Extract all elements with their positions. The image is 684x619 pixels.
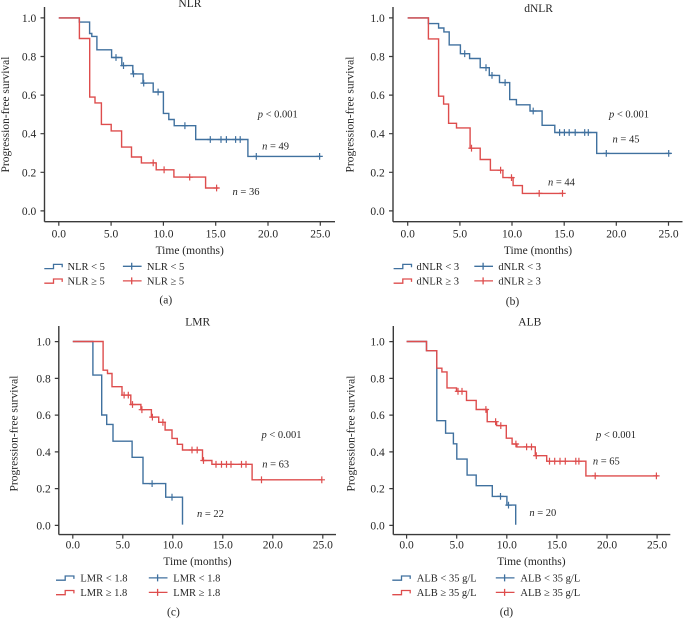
svg-text:ALB ≥ 35 g/L: ALB ≥ 35 g/L bbox=[417, 588, 477, 599]
svg-text:n = 44: n = 44 bbox=[548, 178, 576, 189]
svg-text:(c): (c) bbox=[167, 606, 180, 618]
svg-text:20.0: 20.0 bbox=[263, 540, 283, 552]
svg-text:Time (months): Time (months) bbox=[504, 245, 572, 257]
svg-text:15.0: 15.0 bbox=[206, 229, 226, 241]
svg-text:dNLR: dNLR bbox=[524, 3, 553, 15]
svg-text:5.0: 5.0 bbox=[116, 540, 131, 552]
svg-text:p < 0.001: p < 0.001 bbox=[608, 110, 649, 121]
svg-text:p < 0.001: p < 0.001 bbox=[260, 430, 301, 441]
svg-text:LMR < 1.8: LMR < 1.8 bbox=[173, 574, 220, 585]
svg-text:0.4: 0.4 bbox=[22, 129, 37, 141]
svg-text:(a): (a) bbox=[159, 294, 172, 306]
svg-text:n = 45: n = 45 bbox=[613, 134, 640, 145]
svg-text:10.0: 10.0 bbox=[153, 229, 173, 241]
svg-text:n = 63: n = 63 bbox=[262, 460, 289, 471]
svg-text:0.8: 0.8 bbox=[36, 373, 51, 385]
svg-text:1.0: 1.0 bbox=[36, 337, 51, 349]
svg-text:Progression-free survival: Progression-free survival bbox=[9, 376, 21, 492]
svg-text:20.0: 20.0 bbox=[258, 229, 278, 241]
svg-text:Progression-free survival: Progression-free survival bbox=[0, 57, 12, 173]
svg-text:NLR: NLR bbox=[178, 0, 201, 10]
svg-text:dNLR < 3: dNLR < 3 bbox=[498, 262, 541, 273]
svg-text:ALB ≥ 35 g/L: ALB ≥ 35 g/L bbox=[520, 588, 580, 599]
svg-text:Progression-free survival: Progression-free survival bbox=[345, 57, 357, 173]
svg-text:0.4: 0.4 bbox=[36, 447, 51, 459]
svg-text:0.0: 0.0 bbox=[22, 206, 37, 218]
svg-text:p < 0.001: p < 0.001 bbox=[595, 430, 636, 441]
svg-text:0.0: 0.0 bbox=[36, 520, 51, 532]
svg-text:(b): (b) bbox=[506, 296, 520, 308]
svg-text:0.8: 0.8 bbox=[370, 373, 385, 385]
svg-text:0.8: 0.8 bbox=[370, 52, 385, 64]
svg-text:1.0: 1.0 bbox=[370, 13, 385, 25]
svg-text:20.0: 20.0 bbox=[597, 540, 617, 552]
svg-text:15.0: 15.0 bbox=[547, 540, 567, 552]
svg-text:n = 22: n = 22 bbox=[197, 509, 224, 520]
svg-text:(d): (d) bbox=[500, 606, 514, 618]
svg-text:Time (months): Time (months) bbox=[156, 245, 224, 257]
svg-text:0.6: 0.6 bbox=[370, 90, 385, 102]
svg-text:5.0: 5.0 bbox=[453, 229, 468, 241]
svg-text:0.0: 0.0 bbox=[370, 520, 385, 532]
svg-text:LMR ≥ 1.8: LMR ≥ 1.8 bbox=[173, 588, 220, 599]
svg-text:0.6: 0.6 bbox=[370, 410, 385, 422]
svg-text:0.0: 0.0 bbox=[370, 206, 385, 218]
svg-text:Progression-free survival: Progression-free survival bbox=[346, 376, 358, 492]
svg-text:5.0: 5.0 bbox=[104, 229, 119, 241]
svg-text:0.2: 0.2 bbox=[370, 167, 385, 179]
svg-text:LMR ≥ 1.8: LMR ≥ 1.8 bbox=[80, 588, 127, 599]
svg-text:15.0: 15.0 bbox=[554, 229, 574, 241]
svg-text:NLR < 5: NLR < 5 bbox=[147, 262, 184, 273]
svg-text:5.0: 5.0 bbox=[450, 540, 465, 552]
svg-text:dNLR ≥ 3: dNLR ≥ 3 bbox=[498, 277, 541, 288]
svg-text:0.8: 0.8 bbox=[22, 52, 37, 64]
svg-text:15.0: 15.0 bbox=[213, 540, 233, 552]
svg-text:Time (months): Time (months) bbox=[497, 556, 565, 568]
svg-text:dNLR < 3: dNLR < 3 bbox=[417, 262, 460, 273]
svg-text:1.0: 1.0 bbox=[370, 337, 385, 349]
svg-text:0.6: 0.6 bbox=[22, 90, 37, 102]
svg-text:0.0: 0.0 bbox=[401, 229, 416, 241]
svg-text:n = 49: n = 49 bbox=[262, 142, 289, 153]
svg-text:ALB < 35 g/L: ALB < 35 g/L bbox=[417, 574, 477, 585]
svg-text:1.0: 1.0 bbox=[22, 13, 37, 25]
svg-text:25.0: 25.0 bbox=[647, 540, 667, 552]
svg-text:0.4: 0.4 bbox=[370, 447, 385, 459]
svg-text:NLR ≥ 5: NLR ≥ 5 bbox=[68, 277, 105, 288]
svg-text:0.2: 0.2 bbox=[370, 484, 385, 496]
svg-text:0.2: 0.2 bbox=[36, 484, 51, 496]
svg-text:ALB < 35 g/L: ALB < 35 g/L bbox=[520, 574, 580, 585]
svg-text:0.0: 0.0 bbox=[52, 229, 67, 241]
svg-text:0.6: 0.6 bbox=[36, 410, 51, 422]
svg-text:25.0: 25.0 bbox=[310, 229, 330, 241]
svg-text:p < 0.001: p < 0.001 bbox=[257, 110, 298, 121]
svg-text:n = 65: n = 65 bbox=[593, 457, 620, 468]
svg-text:n = 36: n = 36 bbox=[233, 187, 260, 198]
svg-text:0.0: 0.0 bbox=[66, 540, 81, 552]
svg-text:NLR < 5: NLR < 5 bbox=[68, 262, 105, 273]
svg-text:0.4: 0.4 bbox=[370, 129, 385, 141]
svg-text:ALB: ALB bbox=[518, 316, 541, 328]
svg-text:NLR ≥ 5: NLR ≥ 5 bbox=[147, 277, 184, 288]
svg-text:0.2: 0.2 bbox=[22, 167, 37, 179]
svg-text:n = 20: n = 20 bbox=[529, 508, 556, 519]
svg-text:LMR < 1.8: LMR < 1.8 bbox=[80, 574, 127, 585]
svg-text:dNLR ≥ 3: dNLR ≥ 3 bbox=[417, 277, 460, 288]
svg-text:25.0: 25.0 bbox=[658, 229, 678, 241]
svg-text:10.0: 10.0 bbox=[163, 540, 183, 552]
svg-text:10.0: 10.0 bbox=[497, 540, 517, 552]
svg-text:10.0: 10.0 bbox=[502, 229, 522, 241]
svg-text:LMR: LMR bbox=[185, 316, 210, 328]
svg-text:Time (months): Time (months) bbox=[163, 556, 231, 568]
svg-text:25.0: 25.0 bbox=[313, 540, 333, 552]
svg-text:20.0: 20.0 bbox=[606, 229, 626, 241]
svg-text:0.0: 0.0 bbox=[399, 540, 414, 552]
